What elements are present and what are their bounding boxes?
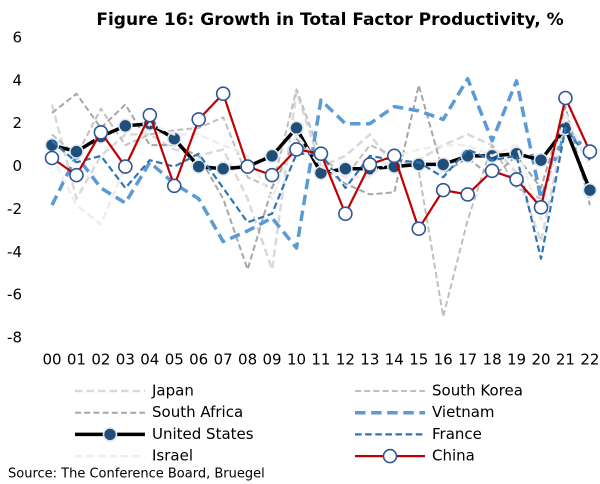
x-tick-label: 13	[360, 351, 379, 369]
x-tick-label: 01	[67, 351, 86, 369]
legend-label: South Korea	[432, 382, 523, 400]
series-marker	[533, 199, 549, 215]
x-tick-label: 02	[91, 351, 110, 369]
legend-label: Vietnam	[432, 403, 495, 421]
x-tick-label: 22	[580, 351, 599, 369]
x-tick-label: 06	[189, 351, 208, 369]
series-marker	[386, 148, 402, 164]
series-marker	[435, 182, 451, 198]
y-tick-label: -4	[7, 243, 22, 261]
series-marker	[411, 157, 427, 172]
x-tick-label: 05	[165, 351, 184, 369]
x-tick-label: 17	[458, 351, 477, 369]
x-tick-label: 16	[434, 351, 453, 369]
series-marker	[509, 172, 524, 187]
series-marker	[435, 157, 451, 172]
y-tick-label: -6	[7, 286, 22, 304]
x-tick-label: 04	[140, 351, 159, 369]
series-marker	[166, 178, 182, 194]
legend-label: Japan	[151, 382, 194, 400]
series-marker	[93, 124, 109, 140]
y-tick-label: 6	[12, 29, 22, 47]
chart-title: Figure 16: Growth in Total Factor Produc…	[96, 10, 563, 30]
series-marker	[44, 150, 60, 166]
series-marker	[558, 90, 573, 106]
y-tick-label: -2	[7, 200, 22, 218]
series-marker	[313, 146, 329, 162]
x-tick-label: 10	[287, 351, 306, 369]
series-marker	[69, 144, 84, 159]
series-marker	[289, 120, 304, 136]
series-marker	[582, 182, 598, 198]
series-marker	[582, 144, 598, 159]
series-marker	[264, 148, 280, 164]
x-tick-label: 12	[336, 351, 355, 369]
series-marker	[533, 152, 549, 168]
series-marker	[215, 86, 231, 102]
series-line	[50, 76, 592, 250]
series-line	[51, 92, 591, 230]
series-marker	[166, 131, 182, 147]
y-tick-label: 0	[12, 157, 22, 175]
series-marker	[142, 107, 158, 123]
x-tick-label: 21	[556, 351, 575, 369]
y-tick-label: 2	[12, 114, 22, 132]
y-tick-label: 4	[12, 71, 22, 89]
series-marker	[118, 159, 133, 174]
x-tick-label: 00	[42, 351, 61, 369]
x-tick-label: 14	[385, 351, 404, 369]
series-line	[50, 111, 592, 226]
x-tick-label: 18	[483, 351, 502, 369]
legend-label: France	[432, 425, 482, 443]
x-tick-label: 15	[409, 351, 428, 369]
x-tick-label: 11	[311, 351, 330, 369]
x-tick-label: 20	[531, 351, 550, 369]
source: Source: The Conference Board, Bruegel	[8, 467, 265, 482]
series-marker	[411, 221, 427, 237]
series-marker	[289, 142, 304, 157]
series-marker	[240, 159, 255, 174]
series-marker	[338, 206, 353, 222]
y-tick-label: -8	[7, 329, 22, 347]
x-tick-label: 03	[116, 351, 135, 369]
legend-label: China	[432, 447, 475, 465]
series-marker	[484, 163, 500, 179]
series-marker	[460, 187, 475, 202]
series-marker	[69, 167, 84, 183]
series-marker	[338, 161, 353, 177]
legend-marker	[102, 427, 118, 442]
x-tick-label: 19	[507, 351, 526, 369]
series-marker	[215, 161, 231, 177]
series-marker	[362, 157, 378, 172]
x-tick-label: 09	[263, 351, 282, 369]
series-marker	[191, 112, 206, 127]
legend-marker	[382, 448, 398, 464]
series-marker	[118, 118, 133, 134]
series-marker	[264, 167, 280, 183]
legend-label: United States	[152, 425, 254, 443]
legend-label: Israel	[152, 447, 193, 465]
x-tick-label: 07	[214, 351, 233, 369]
series-marker	[191, 159, 206, 174]
legend-label: South Africa	[152, 403, 243, 421]
x-tick-label: 08	[238, 351, 257, 369]
